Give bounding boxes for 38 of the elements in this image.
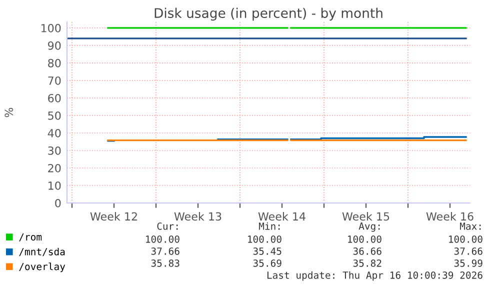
- text: 35.99: [454, 259, 482, 267]
- x-tick-label: Week 16: [426, 212, 474, 221]
- text: 35.45: [253, 247, 282, 255]
- text: Min:: [258, 222, 280, 230]
- text: Cur:: [157, 222, 178, 230]
- x-tick-label: Week 15: [342, 212, 390, 221]
- legend-label: /rom: [19, 233, 42, 242]
- y-axis-title: %: [4, 108, 14, 118]
- y-tick-label: 0: [55, 198, 61, 208]
- text: 36.66: [353, 247, 382, 255]
- x-tick-label: Week 13: [174, 212, 222, 221]
- text: Last update: Thu Apr 16 10:00:39 2026: [267, 271, 482, 281]
- text: 37.66: [151, 247, 180, 255]
- legend-label: /mnt/sda: [19, 248, 65, 256]
- chart-title: Disk usage (in percent) - by month: [154, 8, 382, 21]
- y-tick-label: 30: [48, 146, 61, 155]
- legend-label: /overlay: [19, 262, 66, 272]
- y-tick-label: 100: [41, 24, 61, 32]
- y-tick-label: 80: [48, 58, 61, 68]
- y-tick-label: 40: [48, 128, 61, 138]
- y-tick-label: 70: [48, 76, 61, 85]
- text: Max:: [460, 222, 481, 230]
- y-tick-label: 60: [48, 94, 61, 102]
- text: 37.66: [454, 247, 482, 255]
- text: 100.00: [248, 235, 282, 243]
- y-tick-label: 90: [48, 41, 61, 50]
- text: Avg:: [358, 222, 380, 232]
- x-tick-label: Week 14: [258, 212, 306, 221]
- y-tick-label: 50: [48, 111, 61, 120]
- y-tick-label: 20: [48, 164, 61, 172]
- x-tick-label: Week 12: [90, 212, 137, 221]
- y-tick-label: 10: [48, 181, 61, 190]
- text: 35.69: [253, 259, 282, 267]
- text: 35.83: [151, 259, 180, 267]
- text: 100.00: [146, 235, 180, 243]
- text: 100.00: [348, 235, 382, 243]
- text: 100.00: [449, 235, 482, 243]
- text: 35.82: [353, 259, 382, 267]
